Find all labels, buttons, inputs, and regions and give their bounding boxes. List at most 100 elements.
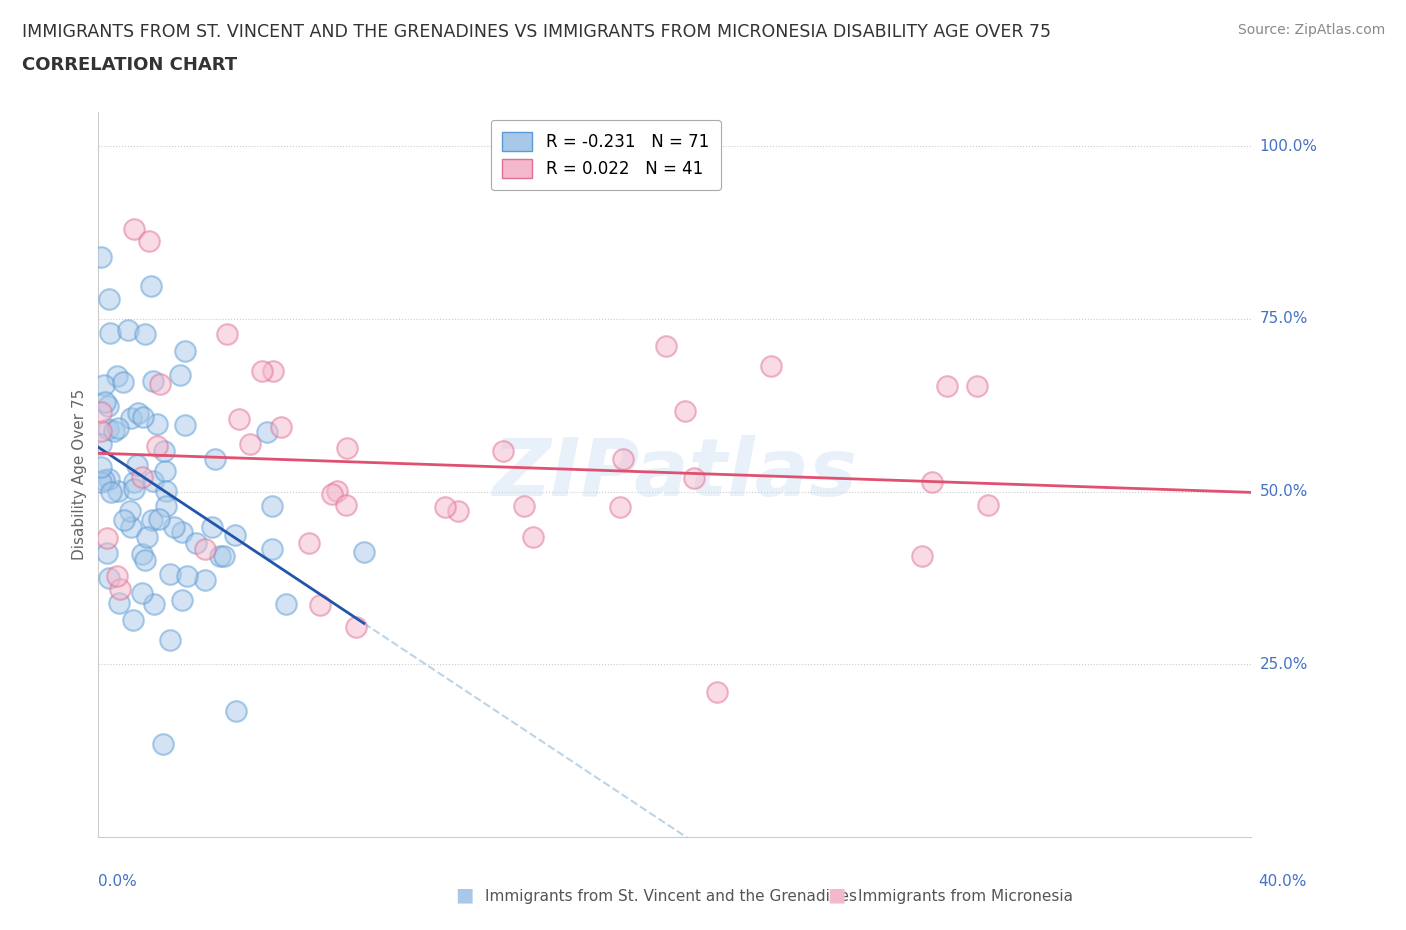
Point [108,595,131,610]
Point [173,418,195,432]
Point [336,441,359,456]
Point [107,483,129,498]
Point [239,436,262,451]
Point [163,520,186,535]
Point [131,586,153,601]
Point [159,566,181,581]
Point [124,482,146,497]
Text: 25.0%: 25.0% [1260,657,1308,671]
Text: 75.0%: 75.0% [1260,312,1308,326]
Point [90,459,112,474]
Point [103,424,125,439]
Point [673,403,696,418]
Point [90,405,112,419]
Text: CORRELATION CHART: CORRELATION CHART [22,56,238,73]
Text: 50.0%: 50.0% [1260,485,1308,499]
Point [155,498,177,513]
Text: Source: ZipAtlas.com: Source: ZipAtlas.com [1237,23,1385,37]
Point [136,530,159,545]
Point [112,512,135,527]
Point [262,364,284,379]
Point [100,485,122,499]
Text: 0.0%: 0.0% [98,874,138,889]
Point [131,547,153,562]
Point [186,536,208,551]
Point [96,546,118,561]
Text: ■: ■ [454,885,474,904]
Text: Immigrants from Micronesia: Immigrants from Micronesia [858,889,1073,904]
Point [120,504,142,519]
Point [122,474,145,489]
Point [105,369,128,384]
Point [90,474,112,489]
Point [911,549,934,564]
Point [256,424,278,439]
Point [142,597,165,612]
Point [93,472,115,487]
Point [683,471,706,485]
Point [149,377,172,392]
Point [260,541,283,556]
Point [321,486,343,501]
Point [308,598,330,613]
Point [108,582,131,597]
Point [612,452,634,467]
Point [90,249,112,264]
Point [97,398,120,413]
Point [252,364,274,379]
Point [131,409,153,424]
Point [512,498,534,513]
Point [148,512,170,526]
Point [176,569,198,584]
Point [97,570,120,585]
Point [706,684,728,699]
Legend: R = -0.231   N = 71, R = 0.022   N = 41: R = -0.231 N = 71, R = 0.022 N = 41 [491,120,721,190]
Point [90,437,112,452]
Point [94,395,117,410]
Point [224,528,246,543]
Point [344,619,367,634]
Text: Immigrants from St. Vincent and the Grenadines: Immigrants from St. Vincent and the Gren… [485,889,858,904]
Point [90,423,112,438]
Point [134,552,156,567]
Point [111,375,134,390]
Point [228,412,250,427]
Point [522,529,544,544]
Point [127,405,149,420]
Point [134,326,156,341]
Point [966,379,988,393]
Point [138,233,160,248]
Point [936,379,959,393]
Point [105,568,128,583]
Point [276,597,298,612]
Point [142,373,165,388]
Text: 100.0%: 100.0% [1260,139,1317,153]
Point [153,464,176,479]
Point [152,737,174,751]
Point [921,474,943,489]
Point [159,632,181,647]
Point [98,326,121,340]
Point [131,470,153,485]
Point [225,703,247,718]
Point [215,326,238,341]
Point [447,503,470,518]
Point [208,549,231,564]
Point [98,291,121,306]
Point [139,279,162,294]
Point [142,473,165,488]
Point [761,358,783,373]
Point [169,367,191,382]
Point [155,484,177,498]
Point [120,410,142,425]
Point [153,444,176,458]
Point [117,323,139,338]
Point [434,499,457,514]
Point [201,520,224,535]
Point [120,520,142,535]
Text: IMMIGRANTS FROM ST. VINCENT AND THE GRENADINES VS IMMIGRANTS FROM MICRONESIA DIS: IMMIGRANTS FROM ST. VINCENT AND THE GREN… [22,23,1052,41]
Point [298,536,321,551]
Point [96,530,118,545]
Point [141,512,163,527]
Point [204,452,226,467]
